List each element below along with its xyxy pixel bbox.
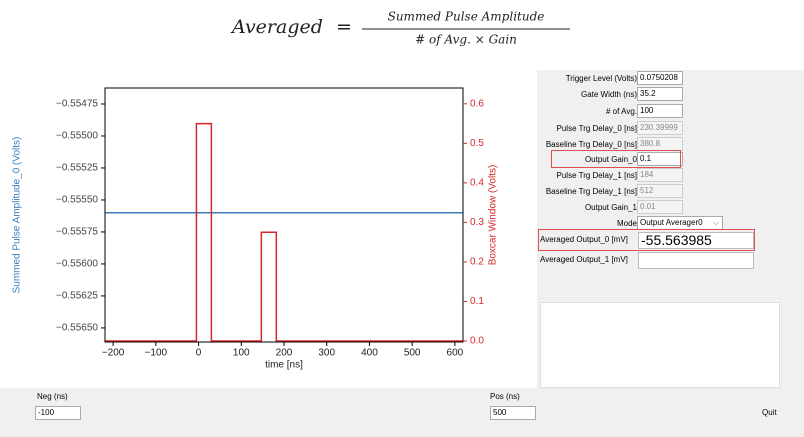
- field-input[interactable]: 100: [637, 104, 683, 118]
- mode-dropdown[interactable]: Output Averager0 ⌵: [637, 216, 723, 230]
- field-label: Output Gain_1: [584, 202, 637, 212]
- quit-button[interactable]: Quit: [762, 408, 777, 417]
- field-row: Trigger Level (Volts) 0.0750208: [537, 71, 804, 85]
- field-input: 0.01: [637, 200, 683, 214]
- field-input: 230.39999: [637, 121, 683, 135]
- neg-input[interactable]: -100: [35, 406, 81, 420]
- plot-frame: [104, 87, 464, 343]
- dropdown-arrow: ⌵: [712, 218, 719, 227]
- field-label: Trigger Level (Volts): [565, 73, 637, 83]
- y2-axis-label: Boxcar Window (Volts): [488, 165, 499, 266]
- y2-tick-label: 0.2: [470, 257, 484, 268]
- y-tick-label: −0.55500: [56, 131, 98, 142]
- y2-tick-label: 0.5: [470, 138, 484, 149]
- formula-numerator: Summed Pulse Amplitude: [388, 10, 545, 24]
- neg-label: Neg (ns): [37, 392, 68, 401]
- field-row: Output Gain_0 0.1: [537, 152, 804, 166]
- field-row: Output Gain_1 0.01: [537, 200, 804, 214]
- y-tick-label: −0.55475: [56, 99, 98, 110]
- field-row: # of Avg. 100: [537, 104, 804, 118]
- pos-input[interactable]: 500: [490, 406, 536, 420]
- field-input[interactable]: 0.1: [637, 152, 683, 166]
- log-area: [540, 302, 780, 388]
- x-tick-label: −100: [145, 348, 168, 359]
- x-axis-label: time [ns]: [265, 360, 303, 371]
- field-input: 512: [637, 184, 683, 198]
- figure: Averaged = Summed Pulse Amplitude # of A…: [12, 10, 570, 371]
- y2-tick-label: 0.1: [470, 296, 484, 307]
- y2-tick-label: 0.0: [470, 336, 484, 347]
- field-label: # of Avg.: [606, 106, 637, 116]
- mode-label: Mode: [616, 218, 637, 228]
- field-input: 184: [637, 168, 683, 182]
- field-row: Pulse Trg Delay_0 [ns] 230.39999: [537, 121, 804, 135]
- y-axis-label: Summed Pulse Amplitude_0 (Volts): [12, 137, 23, 294]
- y-tick-label: −0.55650: [56, 323, 98, 334]
- field-row: Pulse Trg Delay_1 [ns] 184: [537, 168, 804, 182]
- formula-lhs: Averaged: [230, 16, 323, 38]
- field-input[interactable]: 0.0750208: [637, 71, 683, 85]
- field-input[interactable]: 35.2: [637, 87, 683, 101]
- x-tick-label: 100: [233, 348, 250, 359]
- output-value: -55.563985: [638, 232, 754, 249]
- field-label: Baseline Trg Delay_1 [ns]: [545, 186, 637, 196]
- x-tick-label: 0: [196, 348, 202, 359]
- highlight-box: [538, 229, 755, 251]
- y2-tick-label: 0.4: [470, 178, 484, 189]
- field-row: Baseline Trg Delay_1 [ns] 512: [537, 184, 804, 198]
- y-tick-label: −0.55625: [56, 291, 98, 302]
- field-label: Pulse Trg Delay_0 [ns]: [556, 123, 637, 133]
- y2-tick-label: 0.6: [470, 98, 484, 109]
- x-tick-label: 500: [404, 348, 421, 359]
- y-tick-label: −0.55575: [56, 227, 98, 238]
- field-row: Gate Width (ns) 35.2: [537, 87, 804, 101]
- x-tick-label: 200: [276, 348, 293, 359]
- pos-label: Pos (ns): [490, 392, 520, 401]
- x-tick-label: 400: [361, 348, 378, 359]
- formula-denominator: # of Avg. × Gain: [415, 33, 517, 47]
- field-input: 380.8: [637, 137, 683, 151]
- series-line: [105, 122, 463, 342]
- field-label: Output Gain_0: [584, 154, 637, 164]
- footer-bar: Neg (ns) -100 Pos (ns) 500 Quit: [0, 388, 804, 437]
- x-tick-label: −200: [102, 348, 125, 359]
- y-tick-label: −0.55525: [56, 163, 98, 174]
- y-tick-label: −0.55600: [56, 259, 98, 270]
- x-tick-label: 600: [447, 348, 464, 359]
- y2-tick-label: 0.3: [470, 217, 484, 228]
- formula-equals: =: [336, 16, 352, 38]
- field-label: Pulse Trg Delay_1 [ns]: [556, 170, 637, 180]
- highlight-box: [551, 150, 681, 168]
- mode-row: Mode Output Averager0 ⌵: [537, 216, 804, 230]
- field-label: Gate Width (ns): [580, 89, 637, 99]
- y-tick-label: −0.55550: [56, 195, 98, 206]
- field-row: Baseline Trg Delay_0 [ns] 380.8: [537, 137, 804, 151]
- output-label: Averaged Output_1 [mV]: [540, 255, 628, 264]
- output-value: [638, 252, 754, 269]
- output-label: Averaged Output_0 [mV]: [540, 235, 628, 244]
- x-tick-label: 300: [318, 348, 335, 359]
- field-label: Baseline Trg Delay_0 [ns]: [545, 139, 637, 149]
